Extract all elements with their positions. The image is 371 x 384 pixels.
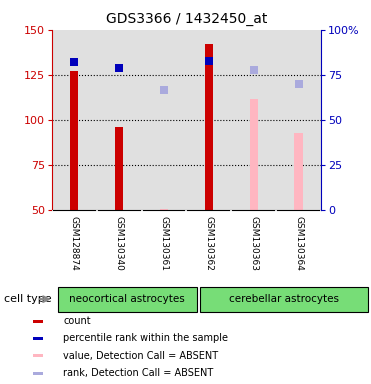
FancyBboxPatch shape — [58, 287, 197, 311]
Text: rank, Detection Call = ABSENT: rank, Detection Call = ABSENT — [63, 368, 213, 379]
Text: GSM130363: GSM130363 — [249, 217, 258, 271]
Bar — [160, 209, 168, 210]
Bar — [33, 319, 43, 323]
Point — [71, 60, 77, 66]
Bar — [33, 337, 43, 340]
Text: GSM128874: GSM128874 — [70, 217, 79, 271]
Bar — [205, 45, 213, 210]
Text: cell type: cell type — [4, 294, 51, 304]
Point — [206, 58, 212, 64]
Bar — [115, 127, 123, 210]
Bar — [250, 99, 258, 210]
Bar — [33, 354, 43, 358]
Text: count: count — [63, 316, 91, 326]
Bar — [33, 372, 43, 375]
Bar — [295, 133, 302, 210]
Point — [116, 65, 122, 71]
Text: percentile rank within the sample: percentile rank within the sample — [63, 333, 228, 344]
Point — [251, 66, 257, 73]
Text: GSM130340: GSM130340 — [115, 217, 124, 271]
Text: value, Detection Call = ABSENT: value, Detection Call = ABSENT — [63, 351, 218, 361]
Point — [296, 81, 302, 87]
Text: GSM130364: GSM130364 — [294, 217, 303, 271]
Point — [161, 86, 167, 93]
Text: GSM130362: GSM130362 — [204, 217, 213, 271]
FancyBboxPatch shape — [200, 287, 368, 311]
Text: neocortical astrocytes: neocortical astrocytes — [69, 294, 185, 304]
Title: GDS3366 / 1432450_at: GDS3366 / 1432450_at — [106, 12, 267, 26]
Bar — [70, 71, 78, 210]
Text: cerebellar astrocytes: cerebellar astrocytes — [229, 294, 339, 304]
Text: GSM130361: GSM130361 — [160, 217, 168, 271]
